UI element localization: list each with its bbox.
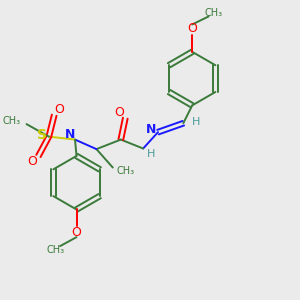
Text: N: N bbox=[64, 128, 75, 141]
Text: H: H bbox=[192, 117, 200, 127]
Text: CH₃: CH₃ bbox=[116, 166, 134, 176]
Text: H: H bbox=[147, 149, 156, 159]
Text: O: O bbox=[55, 103, 64, 116]
Text: O: O bbox=[27, 155, 37, 168]
Text: O: O bbox=[187, 22, 197, 35]
Text: N: N bbox=[146, 123, 157, 136]
Text: CH₃: CH₃ bbox=[205, 8, 223, 19]
Text: CH₃: CH₃ bbox=[2, 116, 20, 126]
Text: S: S bbox=[37, 128, 47, 142]
Text: CH₃: CH₃ bbox=[46, 245, 64, 255]
Text: O: O bbox=[72, 226, 81, 239]
Text: O: O bbox=[114, 106, 124, 119]
